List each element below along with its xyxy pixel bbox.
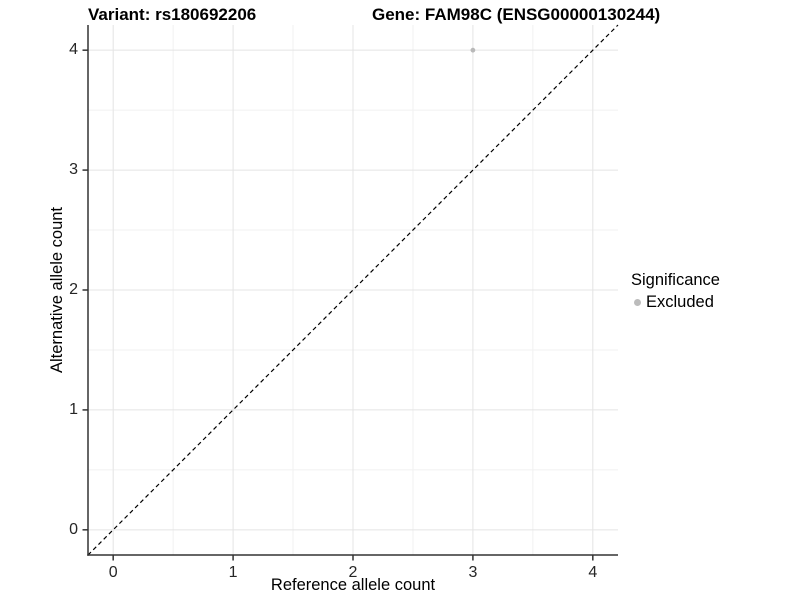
data-point [470,47,476,53]
legend-items: Excluded [631,293,720,312]
y-tick-label: 2 [69,281,78,298]
plot-title-gene: Gene: FAM98C (ENSG00000130244) [372,5,661,24]
y-tick-label: 3 [69,161,78,179]
y-tick-label: 4 [69,41,78,59]
legend-item: Excluded [631,293,720,312]
plot-panel [82,24,619,561]
legend-item-label: Excluded [646,293,714,311]
x-axis-title: Reference allele count [270,576,436,594]
x-tick-label: 2 [348,564,358,581]
y-tick-label: 1 [69,400,78,418]
plot-title-variant: Variant: rs180692206 [88,5,257,24]
scatter-chart-canvas [82,24,619,561]
legend-point-icon [634,299,641,306]
identity-dashed-line [87,24,619,556]
legend-title: Significance [631,271,720,289]
x-tick-label: 1 [228,564,238,581]
x-tick-label: 0 [108,564,118,581]
x-tick-label: 3 [468,564,478,581]
y-tick-label: 0 [69,520,78,538]
legend: Significance Excluded [631,271,720,312]
x-tick-label: 4 [588,564,598,581]
